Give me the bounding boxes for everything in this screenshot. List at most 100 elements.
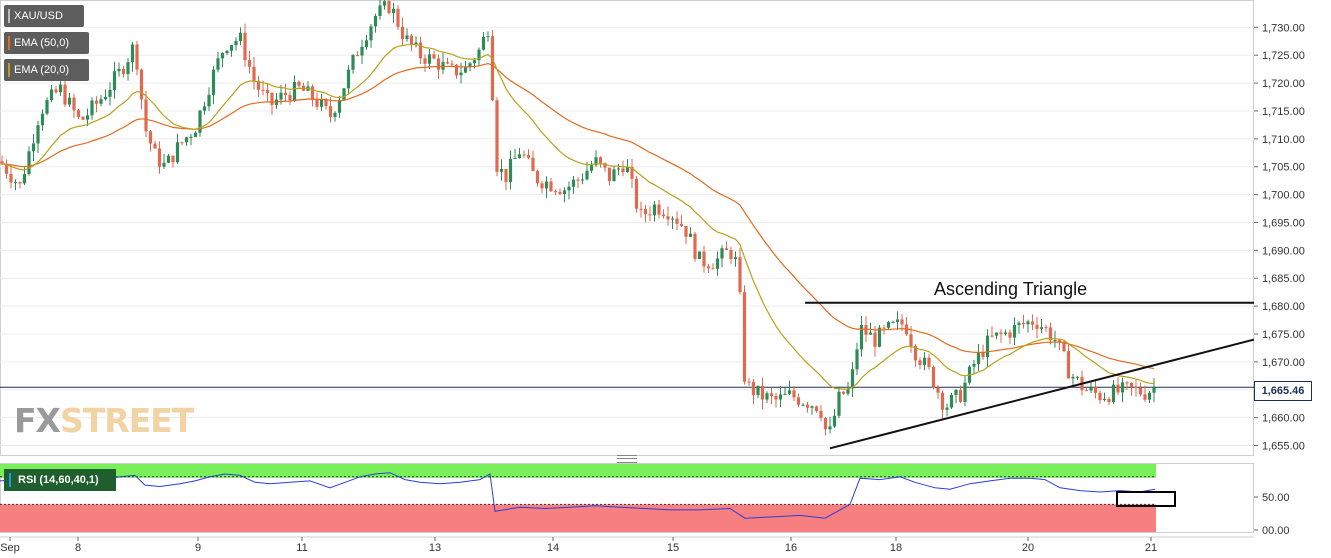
candle-body <box>1053 340 1057 342</box>
candle-body <box>463 66 468 73</box>
candle-body <box>63 84 67 105</box>
candle-body <box>418 42 423 59</box>
candle-body <box>891 321 895 323</box>
time-tick-label: 16 <box>785 542 797 554</box>
candle-body <box>513 158 517 160</box>
candle-body <box>778 394 783 400</box>
candle-body <box>850 369 855 389</box>
candle-body <box>9 173 13 183</box>
candle-body <box>148 131 153 144</box>
candle-body <box>958 389 963 402</box>
candle-body <box>234 41 238 46</box>
candle-body <box>895 319 900 322</box>
candle-body <box>832 415 837 427</box>
candle-body <box>657 204 661 215</box>
pane-resize-handle[interactable] <box>617 455 637 463</box>
candle-body <box>558 191 562 195</box>
candle-body <box>612 169 616 182</box>
symbol-label: XAU/USD <box>14 10 63 22</box>
candle-body <box>189 136 193 138</box>
candle-body <box>144 99 148 132</box>
candle-body <box>49 89 54 101</box>
candle-body <box>909 334 913 347</box>
candle-body <box>85 115 90 120</box>
price-tick-label: 1,680.00 <box>1262 301 1305 313</box>
candle-body <box>621 168 625 172</box>
candle-body <box>18 182 22 184</box>
candle-body <box>963 382 967 402</box>
ema-lines <box>1 43 1155 390</box>
candle-body <box>238 32 243 42</box>
candle-body <box>193 132 198 137</box>
candle-body <box>175 142 180 163</box>
candle-body <box>900 319 904 325</box>
rsi-swatch-icon <box>9 473 11 487</box>
candle-body <box>918 360 922 365</box>
candle-body <box>720 248 724 259</box>
candle-body <box>252 66 256 81</box>
candle-body <box>675 218 679 224</box>
candle-body <box>270 92 274 105</box>
price-tick-label: 1,715.00 <box>1262 106 1305 118</box>
candle-body <box>99 99 103 104</box>
candle-body <box>486 36 490 38</box>
candle-body <box>153 143 157 149</box>
candle-body <box>67 97 72 105</box>
candle-body <box>355 55 360 57</box>
candle-body <box>4 163 9 174</box>
legend-symbol[interactable]: XAU/USD <box>4 5 84 27</box>
candle-body <box>157 148 162 167</box>
candle-body <box>220 53 225 59</box>
candle-body <box>1057 340 1062 342</box>
candle-body <box>378 5 382 16</box>
rsi-tick-label: 50.00 <box>1262 492 1290 504</box>
candle-body <box>459 72 463 76</box>
candle-body <box>508 158 513 182</box>
legend-ema-20[interactable]: EMA (20,0) <box>4 59 89 81</box>
candle-body <box>580 179 585 181</box>
candle-body <box>1017 322 1021 325</box>
price-tick-label: 1,725.00 <box>1262 50 1305 62</box>
candle-body <box>1125 382 1129 384</box>
candle-body <box>292 81 297 101</box>
candle-body <box>1035 324 1039 329</box>
candle-body <box>490 36 495 101</box>
candle-body <box>54 89 58 93</box>
candle-body <box>985 335 990 358</box>
candle-body <box>864 325 868 335</box>
fxstreet-logo: FXSTREET <box>14 401 194 440</box>
candle-body <box>1098 392 1102 401</box>
candle-body <box>702 251 706 267</box>
candle-body <box>742 292 747 382</box>
candle-body <box>607 167 612 182</box>
time-tick-label: 11 <box>296 542 307 554</box>
candle-body <box>738 257 742 293</box>
candle-body <box>279 92 283 100</box>
candle-body <box>135 44 139 70</box>
candle-body <box>828 426 832 430</box>
candle-body <box>76 110 81 117</box>
candle-body <box>814 406 819 411</box>
price-tick-label: 1,670.00 <box>1262 357 1305 369</box>
candle-body <box>81 116 85 120</box>
candle-body <box>549 181 553 192</box>
candle-body <box>517 154 522 159</box>
rsi-legend[interactable]: RSI (14,60,40,1) <box>4 469 116 491</box>
candle-body <box>1102 398 1107 401</box>
legend-ema-50[interactable]: EMA (50,0) <box>4 32 89 54</box>
time-tick-label: 18 <box>890 542 902 554</box>
candle-body <box>765 393 769 400</box>
candle-body <box>139 69 144 100</box>
candle-body <box>72 97 76 111</box>
candle-body <box>247 60 252 67</box>
candle-body <box>1089 387 1093 391</box>
candle-body <box>265 89 270 93</box>
candle-body <box>256 80 261 90</box>
candle-body <box>972 363 976 367</box>
candle-body <box>373 15 378 27</box>
candle-body <box>837 391 841 416</box>
candle-body <box>1062 341 1066 352</box>
price-tick-label: 1,710.00 <box>1262 134 1305 146</box>
candle-body <box>747 381 751 383</box>
